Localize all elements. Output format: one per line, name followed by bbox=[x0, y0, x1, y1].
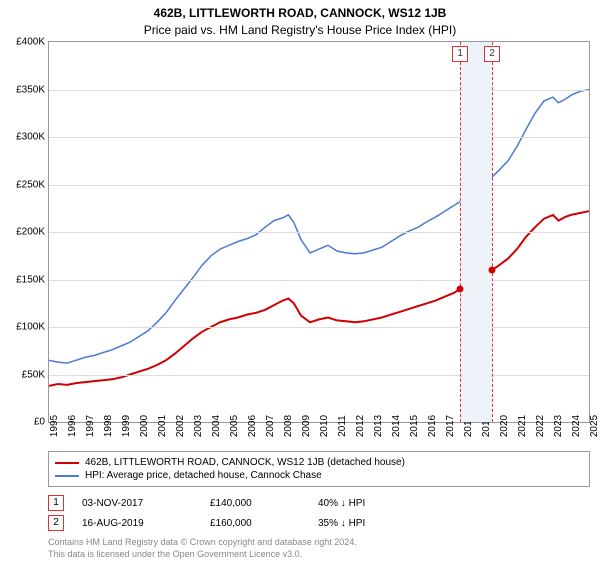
marker-band bbox=[460, 42, 492, 422]
x-axis-label: 2014 bbox=[391, 415, 402, 437]
sale-delta: 35% ↓ HPI bbox=[318, 518, 418, 529]
footnote-line: This data is licensed under the Open Gov… bbox=[48, 549, 590, 561]
legend-label: HPI: Average price, detached house, Cann… bbox=[85, 470, 322, 481]
x-axis-label: 2011 bbox=[337, 415, 348, 437]
legend-item: 462B, LITTLEWORTH ROAD, CANNOCK, WS12 1J… bbox=[55, 456, 583, 469]
x-axis-label: 2004 bbox=[211, 415, 222, 437]
x-axis-label: 1995 bbox=[49, 415, 60, 437]
x-axis-label: 1997 bbox=[85, 415, 96, 437]
series-price_paid bbox=[49, 211, 589, 386]
y-axis-label: £200K bbox=[16, 227, 45, 238]
x-axis-label: 2012 bbox=[355, 415, 366, 437]
sale-point bbox=[489, 267, 496, 274]
footnote: Contains HM Land Registry data © Crown c… bbox=[48, 537, 590, 560]
gridline bbox=[49, 137, 589, 138]
y-axis-label: £400K bbox=[16, 37, 45, 48]
x-axis-label: 2023 bbox=[553, 415, 564, 437]
x-axis-label: 2017 bbox=[445, 415, 456, 437]
x-axis-label: 2022 bbox=[535, 415, 546, 437]
chart-plot-area: £0£50K£100K£150K£200K£250K£300K£350K£400… bbox=[48, 41, 590, 423]
gridline bbox=[49, 185, 589, 186]
sale-marker-index: 2 bbox=[484, 46, 500, 62]
sale-index-box: 1 bbox=[48, 495, 64, 511]
gridline bbox=[49, 327, 589, 328]
x-axis-label: 2025 bbox=[589, 415, 600, 437]
sale-marker-line bbox=[460, 42, 461, 422]
gridline bbox=[49, 90, 589, 91]
chart-title: 462B, LITTLEWORTH ROAD, CANNOCK, WS12 1J… bbox=[0, 6, 600, 20]
sale-date: 03-NOV-2017 bbox=[82, 498, 192, 509]
x-axis-label: 2020 bbox=[499, 415, 510, 437]
y-axis-label: £300K bbox=[16, 132, 45, 143]
series-hpi bbox=[49, 90, 589, 364]
y-axis-label: £100K bbox=[16, 322, 45, 333]
x-axis-label: 1998 bbox=[103, 415, 114, 437]
sale-index-box: 2 bbox=[48, 515, 64, 531]
x-axis-label: 2024 bbox=[571, 415, 582, 437]
x-axis-label: 2003 bbox=[193, 415, 204, 437]
legend-item: HPI: Average price, detached house, Cann… bbox=[55, 469, 583, 482]
y-axis-label: £150K bbox=[16, 274, 45, 285]
gridline bbox=[49, 232, 589, 233]
x-axis-label: 2013 bbox=[373, 415, 384, 437]
x-axis-label: 2002 bbox=[175, 415, 186, 437]
x-axis-label: 2005 bbox=[229, 415, 240, 437]
x-axis-label: 2007 bbox=[265, 415, 276, 437]
legend-label: 462B, LITTLEWORTH ROAD, CANNOCK, WS12 1J… bbox=[85, 457, 405, 468]
gridline bbox=[49, 375, 589, 376]
x-axis-label: 2006 bbox=[247, 415, 258, 437]
x-axis-label: 2016 bbox=[427, 415, 438, 437]
y-axis-label: £50K bbox=[22, 369, 45, 380]
x-axis-label: 1996 bbox=[67, 415, 78, 437]
gridline bbox=[49, 280, 589, 281]
y-axis-label: £0 bbox=[34, 417, 45, 428]
x-axis-label: 2008 bbox=[283, 415, 294, 437]
sale-point bbox=[457, 286, 464, 293]
sale-date: 16-AUG-2019 bbox=[82, 518, 192, 529]
x-axis-label: 2015 bbox=[409, 415, 420, 437]
sale-price: £140,000 bbox=[210, 498, 300, 509]
x-axis-label: 2010 bbox=[319, 415, 330, 437]
x-axis-label: 2021 bbox=[517, 415, 528, 437]
chart-subtitle: Price paid vs. HM Land Registry's House … bbox=[0, 23, 600, 37]
sale-marker-index: 1 bbox=[452, 46, 468, 62]
legend-swatch bbox=[55, 462, 79, 464]
x-axis-label: 1999 bbox=[121, 415, 132, 437]
x-axis-label: 2000 bbox=[139, 415, 150, 437]
footnote-line: Contains HM Land Registry data © Crown c… bbox=[48, 537, 590, 549]
sale-row: 2 16-AUG-2019 £160,000 35% ↓ HPI bbox=[48, 513, 590, 533]
chart-legend: 462B, LITTLEWORTH ROAD, CANNOCK, WS12 1J… bbox=[48, 451, 590, 487]
legend-swatch bbox=[55, 475, 79, 477]
y-axis-label: £250K bbox=[16, 179, 45, 190]
sales-table: 1 03-NOV-2017 £140,000 40% ↓ HPI 2 16-AUG-201… bbox=[48, 493, 590, 533]
sale-row: 1 03-NOV-2017 £140,000 40% ↓ HPI bbox=[48, 493, 590, 513]
y-axis-label: £350K bbox=[16, 84, 45, 95]
sale-marker-line bbox=[492, 42, 493, 422]
x-axis-label: 2009 bbox=[301, 415, 312, 437]
sale-price: £160,000 bbox=[210, 518, 300, 529]
x-axis-label: 2001 bbox=[157, 415, 168, 437]
sale-delta: 40% ↓ HPI bbox=[318, 498, 418, 509]
